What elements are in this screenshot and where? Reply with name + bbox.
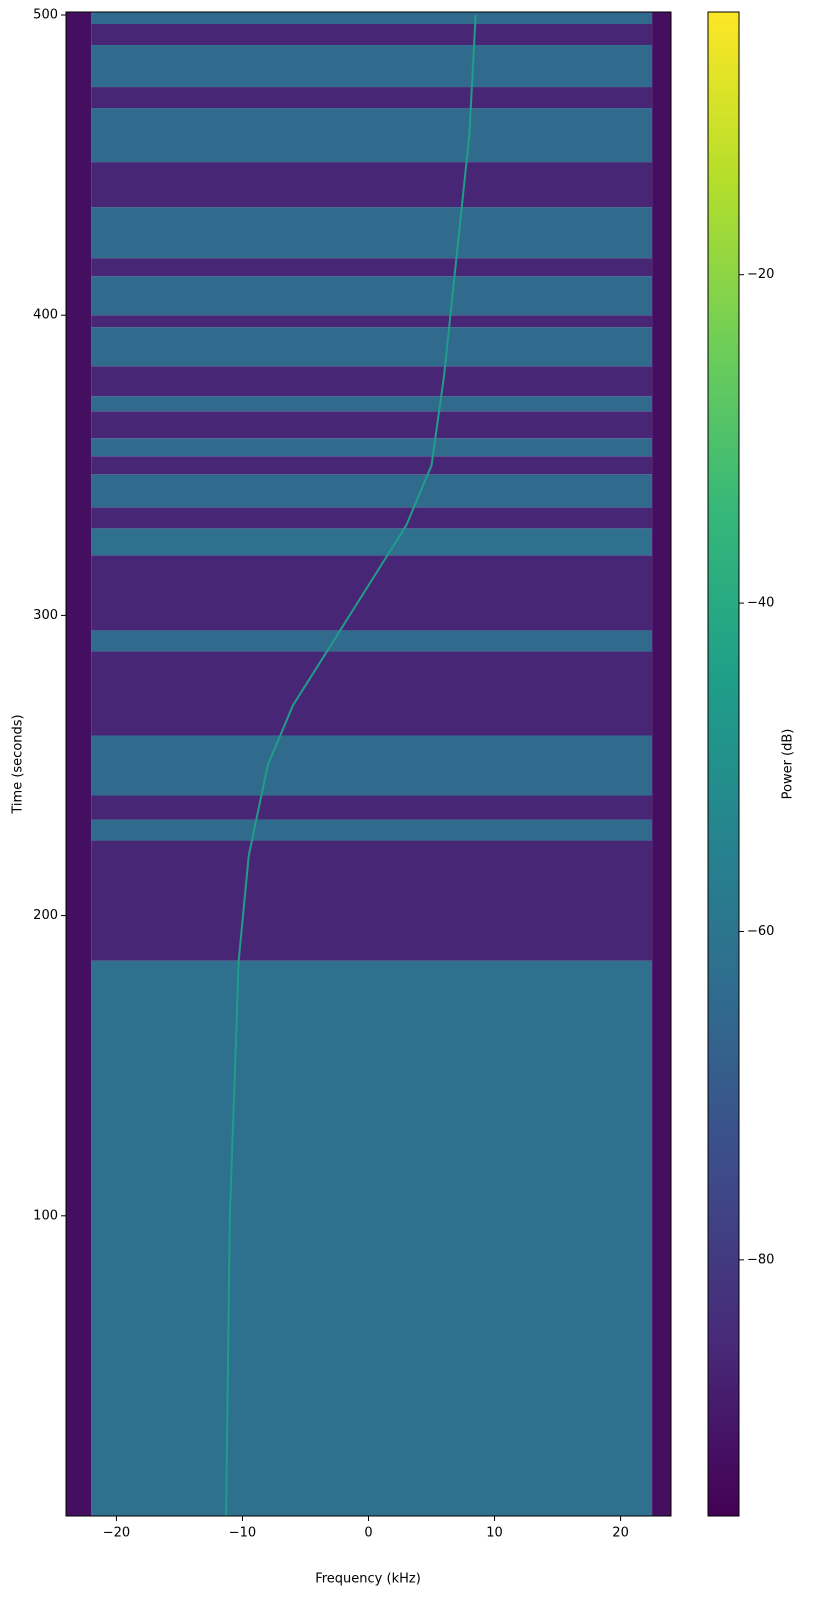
x-tick-label: −20 <box>103 1526 130 1541</box>
noise-floor <box>66 12 92 1516</box>
band <box>91 45 653 88</box>
band <box>91 474 653 508</box>
colorbar-tick-label: −60 <box>747 924 774 939</box>
band <box>91 24 653 46</box>
colorbar-tick-label: −40 <box>747 596 774 611</box>
band <box>91 108 653 163</box>
colorbar <box>707 11 740 1517</box>
band <box>91 960 653 1516</box>
colorbar-tick-label: −80 <box>747 1252 774 1267</box>
band <box>91 840 653 961</box>
colorbar-label: Power (dB) <box>781 729 796 800</box>
band <box>91 12 653 25</box>
band <box>91 735 653 796</box>
band <box>91 258 653 277</box>
band <box>91 315 653 328</box>
y-tick-label: 300 <box>33 608 58 623</box>
band <box>91 507 653 529</box>
y-axis-label: Time (seconds) <box>11 714 26 814</box>
band <box>91 795 653 820</box>
band <box>91 162 653 208</box>
band <box>91 651 653 736</box>
x-tick-label: 20 <box>612 1526 629 1541</box>
y-tick-label: 500 <box>33 8 58 23</box>
y-tick-label: 400 <box>33 308 58 323</box>
band <box>91 555 653 631</box>
noise-floor <box>652 12 671 1516</box>
band <box>91 396 653 412</box>
band <box>91 456 653 475</box>
x-tick-label: 0 <box>364 1526 372 1541</box>
colorbar-tick-label: −20 <box>747 267 774 282</box>
y-tick-label: 200 <box>33 908 58 923</box>
band <box>91 366 653 397</box>
y-tick-label: 100 <box>33 1208 58 1223</box>
x-tick-label: −10 <box>229 1526 256 1541</box>
band <box>91 819 653 841</box>
band <box>91 411 653 439</box>
band <box>91 438 653 457</box>
band <box>91 327 653 367</box>
band <box>91 276 653 316</box>
band <box>91 630 653 652</box>
band <box>91 207 653 259</box>
x-axis-label: Frequency (kHz) <box>315 1572 421 1587</box>
band <box>91 87 653 109</box>
x-tick-label: 10 <box>486 1526 503 1541</box>
band <box>91 528 653 556</box>
carrier-trace <box>225 14 477 1517</box>
